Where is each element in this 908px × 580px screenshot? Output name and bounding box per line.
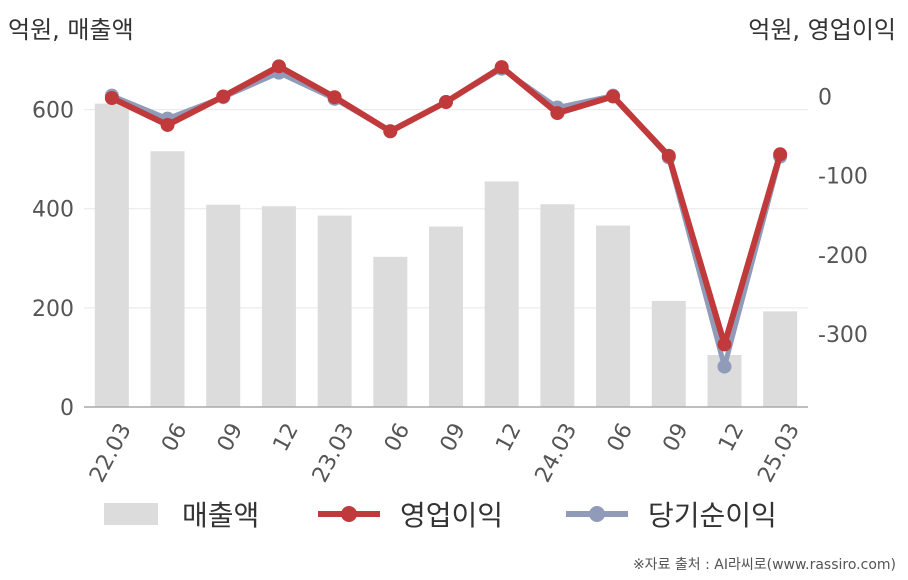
x-axis-tick-label: 25.03 (753, 419, 805, 486)
revenue-bars (94, 103, 798, 407)
x-axis-tick-label: 09 (436, 419, 471, 455)
revenue-bar (317, 215, 352, 407)
operating-profit-point (104, 91, 119, 106)
left-axis-tick-label: 400 (32, 198, 74, 223)
operating-profit-point (271, 59, 286, 74)
right-axis-tick-label: -200 (818, 244, 868, 269)
legend-operating-profit-marker (341, 506, 357, 522)
revenue-bar (540, 204, 575, 407)
x-axis-tick-label: 09 (658, 419, 693, 455)
operating-profit-point (661, 148, 676, 163)
revenue-bar (596, 225, 631, 407)
x-axis-tick-label: 06 (603, 419, 638, 455)
left-axis-tick-label: 0 (60, 396, 74, 421)
operating-profit-point (773, 147, 788, 162)
left-axis-tick-label: 200 (32, 297, 74, 322)
operating-profit-point (216, 89, 231, 104)
legend-revenue-swatch (104, 503, 158, 525)
revenue-bar (429, 226, 463, 407)
operating-profit-point (717, 337, 732, 352)
revenue-bar (484, 181, 519, 407)
left-axis-tick-label: 600 (32, 99, 74, 124)
right-axis-tick-label: 0 (818, 85, 832, 110)
legend-net-income-label: 당기순이익 (648, 499, 777, 532)
operating-profit-point (606, 89, 621, 104)
revenue-bar (206, 204, 241, 407)
revenue-bar (373, 256, 408, 407)
profit-lines (104, 59, 788, 374)
operating-profit-point (327, 90, 342, 105)
revenue-bar (763, 311, 798, 407)
revenue-bar (150, 151, 185, 407)
right-axis-tick-label: -100 (818, 165, 868, 190)
legend-net-income-marker (589, 506, 605, 522)
revenue-bar (94, 103, 129, 407)
x-axis-tick-label: 22.03 (85, 419, 137, 486)
operating-profit-point (160, 117, 175, 132)
x-axis-tick-label: 06 (157, 419, 192, 455)
right-axis-unit-label: 억원, 영업이익 (748, 16, 896, 44)
left-axis-unit-label: 억원, 매출액 (8, 16, 134, 44)
operating-profit-point (550, 106, 565, 121)
x-axis-tick-label: 23.03 (308, 419, 360, 486)
net-income-point (717, 359, 732, 374)
legend-revenue-label: 매출액 (182, 499, 259, 532)
x-axis-tick-label: 24.03 (531, 419, 583, 486)
operating-profit-point (439, 94, 453, 109)
operating-profit-point (383, 124, 398, 139)
x-axis-tick-label: 09 (213, 419, 248, 455)
revenue-bar (261, 206, 296, 407)
operating-profit-point (494, 60, 509, 75)
right-axis-tick-label: -300 (818, 323, 868, 348)
x-axis-tick-label: 12 (714, 419, 749, 455)
x-axis-tick-label: 12 (491, 419, 526, 455)
x-axis-tick-label: 12 (269, 419, 304, 455)
legend: 매출액 영업이익 당기순이익 (104, 499, 777, 532)
legend-operating-profit-label: 영업이익 (400, 499, 503, 532)
revenue-bar (651, 300, 686, 407)
x-axis-tick-label: 06 (380, 419, 415, 455)
source-caption: ※자료 출처 : AI라씨로(www.rassiro.com) (632, 557, 896, 573)
